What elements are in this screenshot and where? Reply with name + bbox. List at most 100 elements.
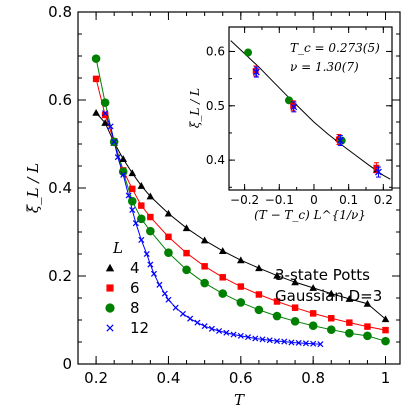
legend-title: L <box>112 239 123 257</box>
data-point-L12 <box>230 331 237 338</box>
inset-plot-frame <box>228 26 393 191</box>
data-point-L12 <box>156 281 163 288</box>
data-point-L12 <box>208 325 215 332</box>
data-point-L12 <box>125 192 132 199</box>
inset-point-L12 <box>290 103 298 111</box>
data-point-L6 <box>129 185 136 193</box>
data-point-L8 <box>272 311 282 321</box>
data-point-L12 <box>201 323 208 330</box>
inset-x-tick-label: 0.2 <box>374 193 393 207</box>
main-y-tick-label: 0.6 <box>48 91 72 109</box>
data-point-L12 <box>187 315 194 322</box>
legend-label: 8 <box>130 299 140 317</box>
data-point-L12 <box>237 332 244 339</box>
data-point-L12 <box>317 341 324 348</box>
data-point-L12 <box>252 335 259 342</box>
inset-y-tick-label: 0.5 <box>206 99 225 113</box>
data-point-L12 <box>111 138 118 145</box>
data-point-L6 <box>309 310 317 317</box>
data-point-L12 <box>172 304 179 311</box>
data-point-L12 <box>295 339 302 346</box>
main-y-axis-label: ξ_L / L <box>24 163 42 213</box>
data-point-L4 <box>119 155 128 162</box>
data-point-L8 <box>127 196 137 206</box>
inset-annotation-nu: ν = 1.30(7) <box>290 60 359 74</box>
data-point-L12 <box>165 296 172 303</box>
legend-marker-L8 <box>105 303 115 313</box>
data-point-L4 <box>381 315 390 323</box>
data-point-L4 <box>218 247 227 254</box>
inset-point-L12 <box>252 68 260 76</box>
data-point-L12 <box>132 220 139 227</box>
data-point-L12 <box>147 261 154 268</box>
data-point-L12 <box>245 334 252 341</box>
data-point-L6 <box>364 323 371 330</box>
data-point-L8 <box>164 248 173 257</box>
data-point-L12 <box>143 250 150 258</box>
data-point-L8 <box>182 265 191 275</box>
inset-x-tick-label: 0 <box>310 193 318 207</box>
data-point-L8 <box>236 298 246 307</box>
data-point-L6 <box>255 291 263 298</box>
data-point-L6 <box>101 111 109 119</box>
data-point-L12 <box>259 336 266 343</box>
data-point-L4 <box>291 278 299 286</box>
data-point-L12 <box>120 171 127 178</box>
data-point-L4 <box>92 108 100 116</box>
main-y-tick-label: 0.2 <box>48 267 72 285</box>
data-point-L8 <box>290 317 300 326</box>
data-point-L12 <box>310 340 317 347</box>
inset-y-tick-label: 0.6 <box>206 44 225 58</box>
data-point-L8 <box>381 336 390 346</box>
data-point-L4 <box>137 182 146 189</box>
data-point-L4 <box>327 289 336 297</box>
data-point-L12 <box>302 340 309 347</box>
data-point-L12 <box>114 154 121 161</box>
data-point-L6 <box>165 233 172 241</box>
inset-data-points <box>244 48 382 178</box>
data-point-L12 <box>138 236 145 243</box>
data-point-L4 <box>237 256 245 264</box>
inset-point-L8 <box>284 96 293 105</box>
legend-marker-L4 <box>105 263 115 272</box>
data-point-L6 <box>346 319 353 326</box>
data-point-L12 <box>179 310 186 317</box>
data-point-L8 <box>254 305 264 315</box>
data-point-L6 <box>201 263 208 270</box>
inset-x-tick-label: −0.1 <box>265 193 294 207</box>
legend-label: 4 <box>130 259 140 277</box>
data-point-L4 <box>164 209 173 217</box>
data-point-L12 <box>129 206 136 214</box>
main-axes: 0.2 0.4 0.6 0.8 1 0 0.2 0.4 0.6 0.8 <box>48 3 400 387</box>
data-point-L12 <box>216 327 223 335</box>
legend-label: 6 <box>130 279 140 297</box>
data-point-L8 <box>100 98 110 107</box>
main-y-tick-label: 0.4 <box>48 179 72 197</box>
inset-point-L8 <box>244 48 253 57</box>
legend-marker-L6 <box>106 284 114 292</box>
data-point-L4 <box>200 236 209 244</box>
data-point-L8 <box>308 321 318 331</box>
data-point-L8 <box>118 167 128 177</box>
inset-x-tick-label: −0.2 <box>230 193 259 207</box>
main-x-tick-label: 0.8 <box>301 369 325 387</box>
inset-background <box>229 27 392 190</box>
inset-point-L12 <box>375 168 382 176</box>
data-point-L6 <box>92 75 100 83</box>
main-x-tick-label: 0.6 <box>229 369 253 387</box>
curve-L12 <box>104 113 321 345</box>
data-point-L12 <box>102 110 109 117</box>
legend-label: 12 <box>130 319 149 337</box>
data-point-L4 <box>309 284 317 291</box>
data-point-L8 <box>363 331 372 341</box>
inset-plot: −0.2 −0.1 0 0.1 0.2 0.4 0.5 0.6 (T − T_c) L^{1/… <box>188 26 393 222</box>
inset-point-L6 <box>373 164 380 171</box>
data-point-L6 <box>273 298 281 305</box>
data-point-L6 <box>291 304 299 311</box>
data-point-L6 <box>219 274 226 281</box>
data-point-L12 <box>281 338 288 345</box>
inset-x-tick-label: 0.1 <box>339 193 358 207</box>
main-data-points <box>91 54 390 348</box>
data-point-L8 <box>218 289 228 298</box>
